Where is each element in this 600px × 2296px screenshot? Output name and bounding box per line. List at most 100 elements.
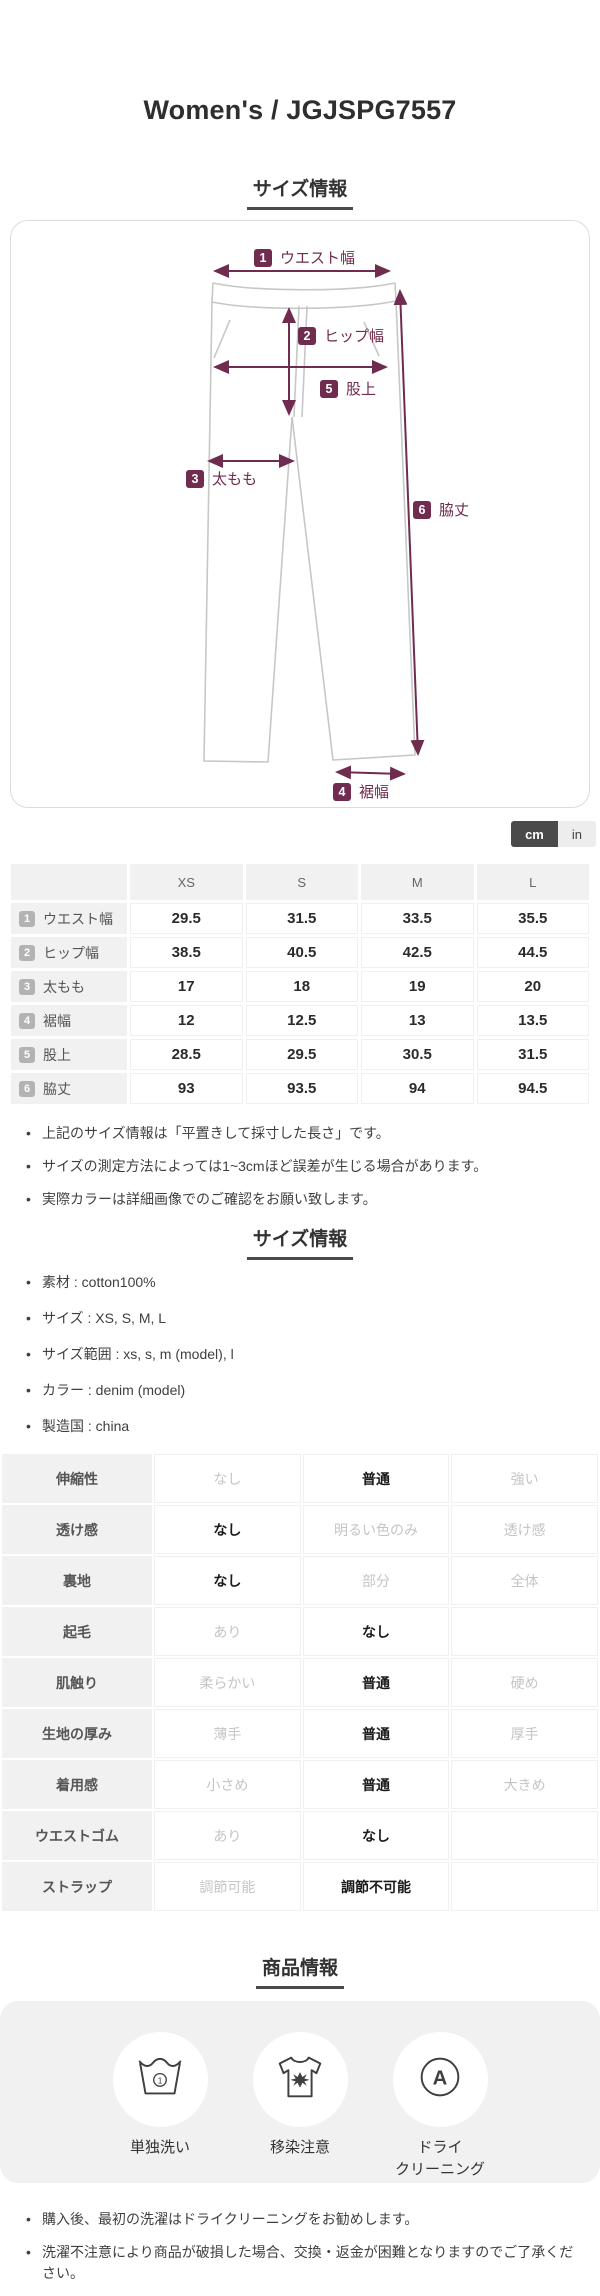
diagram-label-3: 3 太もも (186, 468, 257, 489)
property-option: 薄手 (154, 1709, 301, 1758)
size-row-label-text: 股上 (43, 1046, 71, 1063)
size-table: XS S M L 1 ウエスト幅 29.5 31.5 33.5 35.5 2 ヒップ幅 38.5 40.… (8, 861, 592, 1107)
property-selected-option: なし (302, 1607, 450, 1656)
care-item: 1 単独洗い (90, 2032, 230, 2159)
size-value-cell: 93 (130, 1073, 243, 1104)
size-table-row: 5 股上 28.5 29.5 30.5 31.5 (11, 1039, 589, 1070)
size-value-cell: 30.5 (361, 1039, 474, 1070)
diagram-label-number: 1 (254, 248, 272, 267)
size-note-item: 実際カラーは詳細画像でのご確認をお願い致します。 (26, 1189, 584, 1210)
size-value-cell: 93.5 (245, 1073, 358, 1104)
property-option (451, 1811, 598, 1860)
detail-bullet-item: カラー : denim (model) (26, 1380, 584, 1401)
size-column-header: XS (130, 864, 243, 900)
size-row-label: 4 裾幅 (11, 1011, 127, 1031)
property-option: 部分 (302, 1556, 450, 1605)
detail-bullet-item: 製造国 : china (26, 1416, 584, 1437)
property-row: 起毛 あり なし (2, 1607, 598, 1656)
diagram-label-2: 2 ヒップ幅 (298, 325, 384, 346)
care-icon-circle: A (392, 2032, 488, 2127)
size-row-label: 3 太もも (11, 977, 127, 997)
diagram-label-number: 3 (186, 469, 204, 488)
size-row-label: 6 脇丈 (11, 1079, 127, 1099)
size-row-label-cell: 4 裾幅 (11, 1005, 127, 1036)
property-label-cell: 透け感 (2, 1505, 152, 1554)
size-value-cell: 40.5 (245, 937, 358, 968)
property-selected-option: なし (154, 1505, 301, 1554)
product-note-item: 洗濯不注意により商品が破損した場合、交換・返金が困難となりますのでご了承ください… (26, 2242, 584, 2284)
size-table-row: 1 ウエスト幅 29.5 31.5 33.5 35.5 (11, 903, 589, 934)
detail-bullet-item: サイズ : XS, S, M, L (26, 1308, 584, 1329)
property-selected-option: 普通 (302, 1658, 450, 1707)
size-value-cell: 31.5 (245, 903, 358, 934)
pants-outline (203, 282, 416, 763)
property-selected-option: 普通 (302, 1454, 450, 1503)
size-row-label-cell: 1 ウエスト幅 (11, 903, 127, 934)
property-label-cell: 肌触り (2, 1658, 152, 1707)
property-option: 厚手 (451, 1709, 598, 1758)
unit-in-button[interactable]: in (557, 821, 596, 847)
property-label-cell: ストラップ (2, 1862, 152, 1911)
property-option: 調節可能 (154, 1862, 301, 1911)
size-table-corner-cell (11, 864, 127, 900)
size-value-cell: 19 (361, 971, 474, 1002)
size-value-cell: 20 (476, 971, 589, 1002)
size-note-item: 上記のサイズ情報は「平置きして採寸した長さ」です。 (26, 1123, 584, 1144)
size-value-cell: 29.5 (130, 903, 243, 934)
care-item: 移染注意 (230, 2032, 370, 2159)
size-row-number-badge: 5 (19, 1046, 35, 1063)
size-row-label-text: 裾幅 (43, 1012, 71, 1029)
care-instructions-panel: 1 単独洗い 移染注意 A ドライ クリーニング (0, 2001, 600, 2183)
property-option: なし (154, 1454, 301, 1503)
property-option: 透け感 (451, 1505, 598, 1554)
unit-cm-button[interactable]: cm (511, 821, 558, 847)
diagram-label-number: 2 (298, 326, 316, 345)
size-row-label-text: ウエスト幅 (43, 910, 113, 927)
product-note-item: 購入後、最初の洗濯はドライクリーニングをお勧めします。 (26, 2209, 584, 2230)
size-row-label-cell: 6 脇丈 (11, 1073, 127, 1104)
svg-text:A: A (433, 2068, 448, 2090)
property-label-cell: ウエストゴム (2, 1811, 152, 1860)
property-row: ストラップ 調節可能 調節不可能 (2, 1862, 598, 1911)
property-row: 透け感 なし 明るい色のみ 透け感 (2, 1505, 598, 1554)
diagram-label-text: 股上 (346, 381, 377, 398)
size-diagram: 1 ウエスト幅 2 ヒップ幅 3 太もも 4 裾幅 5 股上 6 脇丈 (10, 220, 590, 808)
size-value-cell: 35.5 (476, 903, 589, 934)
property-label-cell: 着用感 (2, 1760, 152, 1809)
size-value-cell: 94.5 (476, 1073, 589, 1104)
property-label-cell: 生地の厚み (2, 1709, 152, 1758)
size-row-label-cell: 3 太もも (11, 971, 127, 1002)
size-table-row: 3 太もも 17 18 19 20 (11, 971, 589, 1002)
property-row: ウエストゴム あり なし (2, 1811, 598, 1860)
detail-bullet-item: サイズ範囲 : xs, s, m (model), l (26, 1344, 584, 1365)
diagram-label-text: 裾幅 (359, 784, 390, 801)
diagram-label-text: ウエスト幅 (280, 250, 356, 267)
size-row-label-text: 脇丈 (43, 1080, 71, 1097)
size-value-cell: 38.5 (130, 937, 243, 968)
size-table-row: 4 裾幅 12 12.5 13 13.5 (11, 1005, 589, 1036)
detail-info-heading: サイズ情報 (246, 1224, 354, 1260)
size-row-label: 2 ヒップ幅 (11, 943, 127, 963)
property-row: 伸縮性 なし 普通 強い (2, 1454, 598, 1503)
property-label-cell: 起毛 (2, 1607, 152, 1656)
care-item: A ドライ クリーニング (370, 2032, 510, 2181)
unit-toggle: cm in (0, 821, 596, 847)
property-label-cell: 裏地 (2, 1556, 152, 1605)
size-info-heading: サイズ情報 (246, 174, 354, 210)
size-row-label: 5 股上 (11, 1045, 127, 1065)
detail-bullet-item: 素材 : cotton100% (26, 1272, 584, 1293)
size-value-cell: 28.5 (130, 1039, 243, 1070)
size-note-item: サイズの測定方法によっては1~3cmほど誤差が生じる場合があります。 (26, 1156, 584, 1177)
diagram-label-6: 6 脇丈 (413, 499, 469, 520)
property-selected-option: 普通 (302, 1760, 450, 1809)
property-option: 明るい色のみ (302, 1505, 450, 1554)
property-row: 生地の厚み 薄手 普通 厚手 (2, 1709, 598, 1758)
dry-cleaning-icon: A (411, 2048, 469, 2111)
size-value-cell: 13.5 (476, 1005, 589, 1036)
size-row-label-cell: 2 ヒップ幅 (11, 937, 127, 968)
size-value-cell: 17 (130, 971, 243, 1002)
size-column-header: S (245, 864, 358, 900)
property-option: 全体 (451, 1556, 598, 1605)
property-label-cell: 伸縮性 (2, 1454, 152, 1503)
product-notes: 購入後、最初の洗濯はドライクリーニングをお勧めします。洗濯不注意により商品が破損… (0, 2209, 600, 2284)
